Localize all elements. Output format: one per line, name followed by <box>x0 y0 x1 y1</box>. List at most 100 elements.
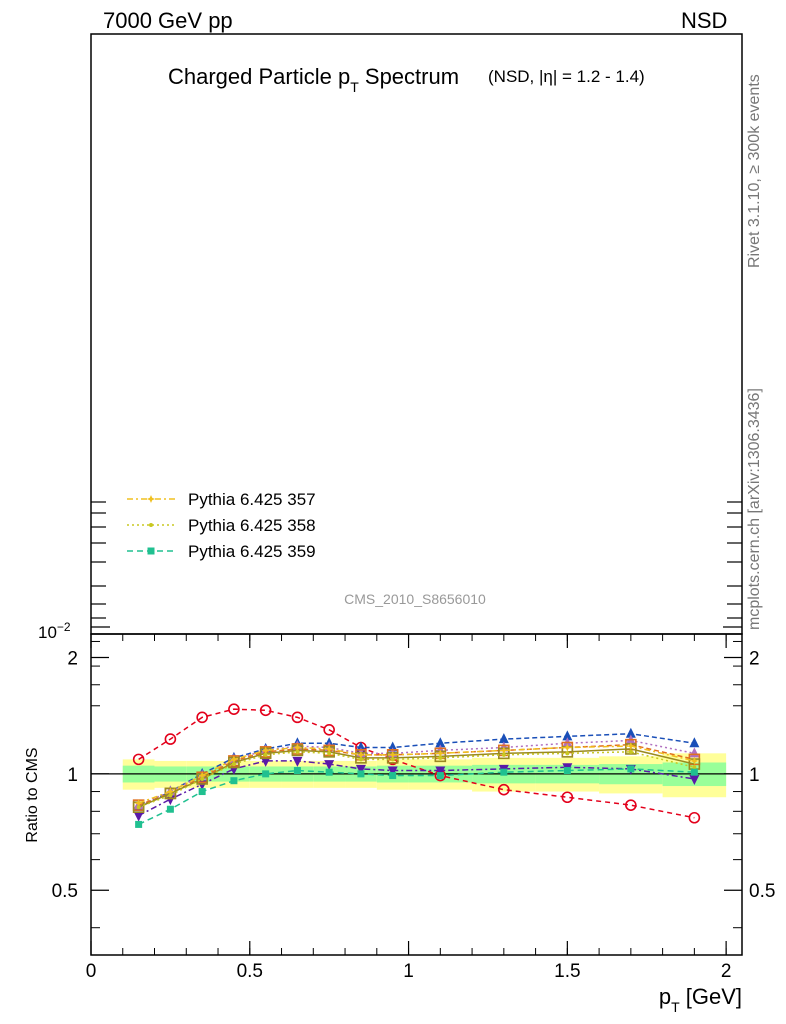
data-point <box>498 733 509 744</box>
data-point <box>149 523 153 527</box>
data-point <box>357 770 365 778</box>
data-point <box>499 746 508 755</box>
data-point <box>625 727 636 738</box>
data-point <box>196 711 208 724</box>
data-point <box>563 767 571 775</box>
series-line <box>138 732 695 808</box>
data-point <box>147 547 155 555</box>
legend: Pythia 6.425 357 Pythia 6.425 358 Pythia 6… <box>127 490 316 561</box>
y-tick-label-right: 2 <box>749 648 760 669</box>
data-point <box>164 733 177 745</box>
data-point <box>689 774 700 785</box>
upper-right-ticks <box>723 501 742 628</box>
data-point <box>562 730 573 741</box>
data-point <box>260 756 271 767</box>
data-point <box>689 737 700 748</box>
legend-label: Pythia 6.425 359 <box>188 542 316 561</box>
data-point <box>134 799 143 808</box>
ratio-axes: 0 0.5 1 1.5 2 0.5 0.5 1 1 2 2 <box>52 634 775 982</box>
data-point <box>390 757 395 762</box>
energy-label: 7000 GeV pp <box>103 8 233 33</box>
data-point <box>325 744 334 753</box>
data-point <box>132 753 145 766</box>
data-point <box>293 743 302 752</box>
data-point <box>435 737 446 748</box>
upper-left-ticks <box>91 501 110 628</box>
data-point <box>168 793 173 798</box>
data-point <box>263 752 268 757</box>
data-point <box>200 776 205 781</box>
y-tick-label-left: 0.5 <box>52 881 78 902</box>
data-point <box>198 771 207 780</box>
x-axis-label: pT [GeV] <box>659 984 742 1015</box>
uncertainty-bands <box>122 753 727 798</box>
y-tick-label-right: 0.5 <box>749 881 775 902</box>
data-point <box>688 811 701 824</box>
ratio-series-8 <box>136 749 697 810</box>
process-label: NSD <box>681 8 728 33</box>
chart-title: Charged Particle pT Spectrum <box>168 64 459 95</box>
data-point <box>292 756 303 767</box>
data-point <box>324 760 335 771</box>
data-point <box>166 805 174 813</box>
data-point <box>323 724 335 736</box>
data-point <box>262 770 270 778</box>
data-point <box>147 495 155 503</box>
data-point <box>228 703 240 715</box>
data-point <box>500 768 508 776</box>
series-line <box>138 745 695 804</box>
ratio-series-7 <box>134 742 699 808</box>
data-point <box>230 777 238 785</box>
data-point <box>229 755 238 764</box>
data-point <box>690 756 699 765</box>
y-tick-label-left: 2 <box>67 648 78 669</box>
data-point <box>561 791 574 804</box>
y-tick-label-right: 1 <box>749 765 760 786</box>
ratio-series-9 <box>135 765 698 828</box>
title-rest: Spectrum <box>359 64 459 89</box>
x-tick-label: 1 <box>403 961 414 982</box>
data-point <box>690 768 698 776</box>
data-point <box>325 768 333 776</box>
upper-y-tick-label: 10−2 <box>38 620 71 642</box>
legend-label: Pythia 6.425 357 <box>188 490 316 509</box>
data-point <box>565 751 570 756</box>
chart-title-cuts: (NSD, |η| = 1.2 - 1.4) <box>488 67 645 86</box>
data-point <box>356 750 365 759</box>
data-point <box>625 799 637 811</box>
legend-entry: Pythia 6.425 358 <box>127 516 316 535</box>
data-point <box>435 766 446 777</box>
data-point <box>627 765 635 773</box>
legend-entry: Pythia 6.425 359 <box>127 542 316 561</box>
data-point <box>692 765 697 770</box>
ratio-series <box>132 703 701 828</box>
y-tick-label-left: 1 <box>67 765 78 786</box>
data-point <box>198 788 206 796</box>
data-point <box>291 711 304 724</box>
data-point <box>498 783 510 796</box>
data-point <box>389 772 397 780</box>
data-point <box>261 746 270 755</box>
data-point <box>136 805 141 810</box>
data-point <box>358 757 363 762</box>
title-main: Charged Particle p <box>168 64 350 89</box>
data-point <box>628 749 633 754</box>
data-point <box>355 764 366 775</box>
legend-label: Pythia 6.425 358 <box>188 516 316 535</box>
analysis-id-watermark: CMS_2010_S8656010 <box>344 591 486 607</box>
data-point <box>626 742 635 751</box>
data-point <box>133 811 144 822</box>
ratio-panel-frame <box>90 633 743 956</box>
data-point <box>438 755 443 760</box>
ratio-y-axis-label: Ratio to CMS <box>24 747 41 842</box>
data-point <box>231 762 236 767</box>
legend-entry: Pythia 6.425 357 <box>127 490 316 509</box>
x-tick-label: 1.5 <box>554 961 580 982</box>
data-point <box>387 766 398 777</box>
data-point <box>387 741 398 752</box>
data-point <box>135 820 143 828</box>
data-point <box>166 787 175 796</box>
data-point <box>436 772 444 780</box>
data-point <box>295 749 300 754</box>
